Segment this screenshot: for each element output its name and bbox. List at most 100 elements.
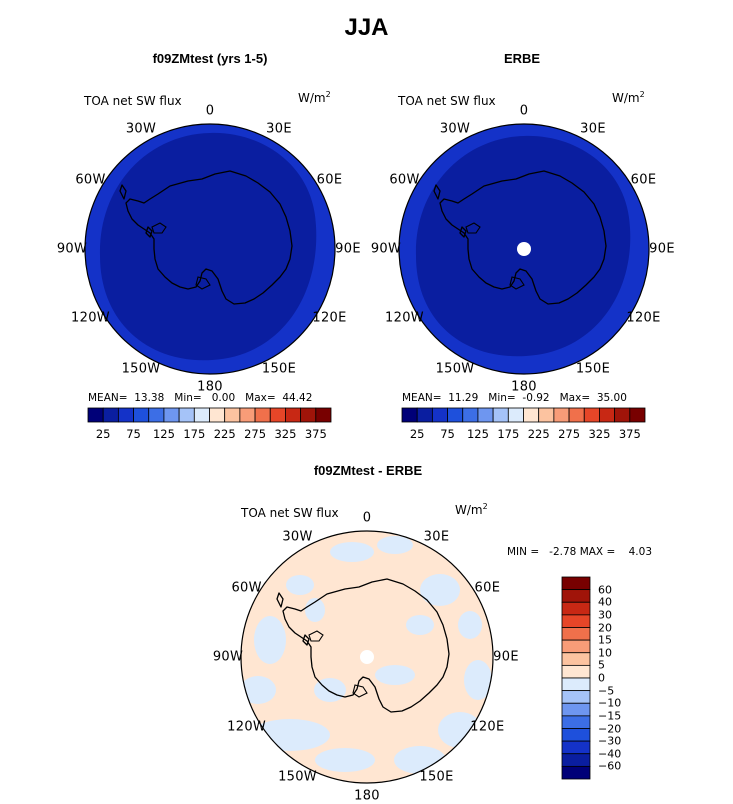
map-panel-obs <box>398 123 650 375</box>
diff-colorbar-swatch-13 <box>561 740 591 755</box>
diff-colorbar-swatch-15 <box>561 765 591 780</box>
diff-colorbar-swatch-1 <box>561 589 591 603</box>
model-colorbar-swatch-1 <box>102 407 119 423</box>
obs-colorbar-swatch-5 <box>477 407 494 423</box>
diff-lon-60e: 60E <box>474 580 501 595</box>
obs-colorbar-tick-label: 325 <box>588 427 611 441</box>
stats-model: MEAN= 13.38 Min= 0.00 Max= 44.42 <box>88 392 313 404</box>
model-lon-150e: 150E <box>261 361 297 376</box>
model-lon-60e: 60E <box>316 172 343 188</box>
units-model: W/m2 <box>298 90 331 105</box>
diff-lon-150w: 150W <box>278 769 317 785</box>
units-obs: W/m2 <box>612 90 645 105</box>
obs-colorbar-tick-label: 225 <box>527 427 550 441</box>
diff-colorbar-tick-label: 40 <box>598 595 612 609</box>
pole-missing-data <box>517 242 531 256</box>
obs-lon-120e: 120E <box>626 310 661 326</box>
model-lon-60w: 60W <box>75 172 106 188</box>
model-colorbar-swatch-9 <box>224 407 241 423</box>
model-colorbar-swatch-0 <box>87 407 104 423</box>
diff-colorbar-tick-label: 0 <box>598 671 605 685</box>
diff-lon-0: 0 <box>362 510 372 526</box>
diff-colorbar-swatch-14 <box>561 753 591 767</box>
obs-colorbar-swatch-8 <box>523 407 540 423</box>
model-colorbar-swatch-3 <box>133 407 150 423</box>
diff-lon-120w: 120W <box>227 719 267 734</box>
map-panel-model <box>84 123 336 375</box>
diff-lon-90e: 90E <box>493 649 519 665</box>
obs-colorbar-tick-label: 125 <box>466 427 489 441</box>
obs-colorbar-swatch-10 <box>553 407 570 423</box>
model-colorbar-swatch-12 <box>269 407 286 423</box>
model-colorbar-tick-label: 25 <box>95 427 111 441</box>
model-colorbar-swatch-6 <box>178 407 195 423</box>
model-colorbar-swatch-7 <box>193 407 210 423</box>
map-inner-field <box>99 132 317 361</box>
obs-colorbar-tick-label: 75 <box>440 427 455 441</box>
model-colorbar-swatch-4 <box>148 407 165 423</box>
model-colorbar-tick-label: 375 <box>304 427 327 441</box>
obs-colorbar-swatch-12 <box>583 407 600 423</box>
obs-lon-150w: 150W <box>435 361 475 376</box>
model-colorbar-swatch-8 <box>209 407 226 423</box>
obs-colorbar-swatch-13 <box>599 407 616 423</box>
diff-lon-180: 180 <box>354 788 380 804</box>
model-colorbar-swatch-2 <box>117 407 134 423</box>
model-colorbar-tick-label: 125 <box>152 427 175 441</box>
model-lon-120w: 120W <box>71 310 110 326</box>
diff-lon-30w: 30W <box>282 529 313 545</box>
diff-colorbar-swatch-8 <box>561 677 591 692</box>
diff-colorbar-tick-label: −40 <box>598 747 622 761</box>
map-diff-negative-patches <box>241 536 492 774</box>
diff-colorbar-tick-label: 15 <box>598 633 612 647</box>
units-diff: W/m2 <box>455 502 488 517</box>
obs-colorbar-tick-label: 375 <box>618 427 641 441</box>
obs-colorbar-tick-label: 25 <box>409 427 425 441</box>
diff-colorbar-tick-label: 60 <box>598 583 612 597</box>
diff-colorbar-swatch-12 <box>561 728 591 742</box>
diff-lon-30e: 30E <box>423 529 450 545</box>
model-colorbar-tick-label: 275 <box>244 427 267 441</box>
obs-colorbar-swatch-15 <box>629 407 646 423</box>
map-boundary <box>84 123 336 375</box>
stats-obs: MEAN= 11.29 Min= -0.92 Max= 35.00 <box>402 392 627 404</box>
obs-lon-90e: 90E <box>649 241 675 257</box>
model-colorbar-swatch-14 <box>300 407 317 423</box>
diff-colorbar-swatch-3 <box>561 614 591 628</box>
panel-title-model: f09ZMtest (yrs 1-5) <box>152 51 268 66</box>
diff-colorbar-tick-label: −15 <box>598 709 622 723</box>
obs-colorbar-swatch-2 <box>431 407 448 423</box>
obs-lon-60w: 60W <box>389 172 420 188</box>
diff-colorbar-swatch-2 <box>561 601 591 616</box>
model-colorbar-tick-label: 75 <box>126 427 141 441</box>
obs-colorbar-swatch-0 <box>401 407 418 423</box>
diff-colorbar-swatch-0 <box>561 576 591 591</box>
model-lon-90e: 90E <box>335 241 361 257</box>
map-boundary <box>240 530 494 784</box>
obs-colorbar-swatch-14 <box>614 407 631 423</box>
diff-colorbar-tick-label: 30 <box>598 608 612 622</box>
diff-colorbar-swatch-10 <box>561 702 591 717</box>
diff-colorbar-tick-label: −20 <box>598 722 622 735</box>
field-label-model: TOA net SW flux <box>84 94 182 108</box>
model-colorbar-tick-label: 325 <box>274 427 297 441</box>
diff-colorbar-tick-label: −5 <box>598 684 615 698</box>
panel-title-obs: ERBE <box>503 51 541 66</box>
colorbar-model <box>87 407 332 423</box>
minmax-diff: MIN = -2.78 MAX = 4.03 <box>507 546 653 558</box>
obs-lon-0: 0 <box>519 103 529 119</box>
diff-lon-90w: 90W <box>212 649 244 665</box>
obs-lon-30w: 30W <box>439 121 471 137</box>
map-boundary <box>398 123 650 375</box>
diff-colorbar-swatch-4 <box>561 627 591 641</box>
model-colorbar-swatch-15 <box>315 407 332 423</box>
diff-colorbar-tick-label: 20 <box>598 621 612 634</box>
field-label-diff: TOA net SW flux <box>241 506 339 520</box>
diff-colorbar-swatch-5 <box>561 639 591 654</box>
diff-lon-60w: 60W <box>231 580 262 595</box>
diff-lon-150e: 150E <box>419 769 454 785</box>
obs-colorbar-swatch-7 <box>507 407 524 423</box>
colorbar-obs <box>401 407 646 423</box>
obs-lon-180: 180 <box>511 379 537 395</box>
